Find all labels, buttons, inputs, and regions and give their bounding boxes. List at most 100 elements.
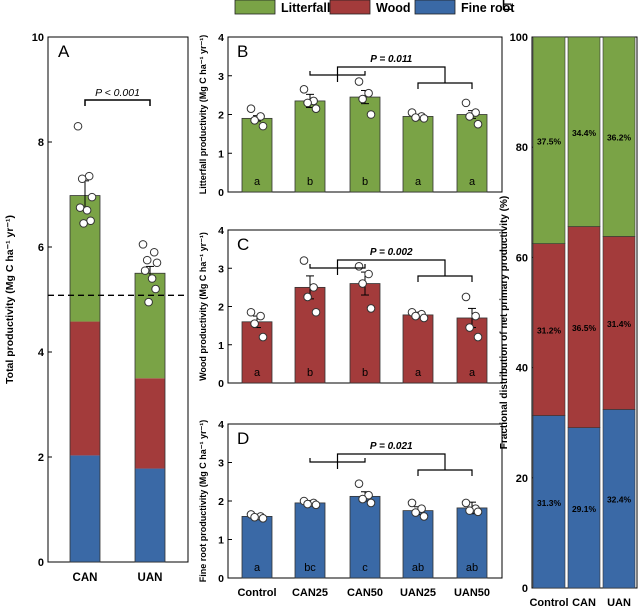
panel-c-point (419, 313, 429, 323)
panel-a-point (142, 255, 152, 265)
panel-c-ylabel: Wood productivity (Mg C ha⁻¹ yr⁻¹) (198, 232, 208, 381)
panel-c-point (258, 332, 268, 342)
panel-e-ytick-label: 80 (516, 142, 528, 154)
panel-a-point (79, 219, 88, 228)
panel-e-bar-control-fine-root (532, 415, 566, 589)
panel-b-bracket-uan (417, 82, 473, 89)
panel-b-ytick-label: 4 (218, 32, 224, 44)
panel-c-letter-label: b (362, 367, 368, 379)
panel-a-ytick-label: 0 (38, 557, 44, 569)
panel-b-bar-uan25 (402, 116, 434, 193)
panel-d-point (303, 499, 312, 509)
panel-b-point (358, 94, 367, 104)
panel-c-point (311, 307, 321, 317)
panel-b-letter-label: b (307, 176, 313, 188)
panel-d-letter-label: ab (412, 562, 424, 574)
panel-c-letter-label: a (254, 367, 261, 379)
panel-c-point (246, 307, 256, 317)
panel-c-ytick-label: 1 (218, 340, 224, 352)
panel-b-point (364, 88, 373, 98)
panel-d-point (473, 507, 483, 517)
panel-e-segment-label: 36.5% (572, 323, 597, 333)
panel-c-bar-can50 (349, 283, 381, 384)
panel-e-xtick-label-can: CAN (572, 597, 596, 609)
panel-d-point (465, 506, 474, 515)
panel-e-bar-uan-litterfall (602, 36, 636, 237)
panel-e-segment-label: 31.4% (607, 319, 632, 329)
panel-a-bar-uan-litterfall (135, 273, 165, 379)
panel-e-bar-control-wood (532, 243, 566, 416)
panel-b-ytick-label: 1 (218, 148, 224, 160)
panel-a-point (75, 203, 85, 212)
panel-a-point (152, 258, 162, 268)
panel-d-point (417, 504, 426, 514)
panel-b-letter-label: b (362, 176, 368, 188)
panel-d-ytick-label: 1 (218, 535, 224, 547)
panel-a-bar-can-litterfall (70, 195, 100, 322)
panel-a-point (82, 205, 92, 215)
panel-a-point (140, 266, 150, 275)
panel-b-ylabel: Litterfall productivity (Mg C ha⁻¹ yr⁻¹) (198, 35, 208, 195)
panel-a-xtick-label-can: CAN (73, 572, 98, 584)
panel-a-significance-bracket (84, 99, 151, 106)
panel-a-point (87, 192, 97, 202)
panel-b-letter-label: a (415, 176, 422, 188)
panel-b-point (461, 98, 471, 108)
panel-d-bar-uan25 (402, 510, 434, 579)
panel-d-bracket-uan (417, 469, 473, 476)
panel-d-point (358, 494, 367, 504)
panel-c-point (465, 323, 474, 332)
legend-label-fine-root: Fine root (461, 1, 515, 15)
panel-b-point (366, 110, 376, 119)
panel-d-letter-label: ab (466, 562, 478, 574)
panel-c-point (461, 292, 471, 302)
panel-b-letter: B (237, 42, 248, 61)
panel-d-ytick-label: 0 (218, 573, 224, 585)
panel-d-point (407, 498, 417, 508)
panel-c-point (354, 262, 364, 271)
panel-a-point (73, 121, 83, 131)
panel-c-letter: C (237, 235, 249, 254)
panel-e-ytick-label: 100 (510, 32, 528, 44)
panel-d-point (364, 490, 373, 500)
panel-b-point (258, 121, 268, 131)
panel-e-ytick-label: 40 (516, 363, 528, 375)
panel-c-point (303, 292, 312, 302)
panel-a-bar-uan-wood (135, 378, 165, 469)
panel-e-bar-can-wood (567, 226, 601, 428)
panel-d-letter-label: bc (304, 562, 316, 574)
panel-d-bar-can50 (349, 495, 381, 579)
panel-a-ytick-label: 10 (32, 32, 44, 44)
panel-e-segment-label: 31.3% (537, 498, 562, 508)
panel-e-xtick-label-control: Control (529, 597, 568, 609)
panel-b-bar-uan50 (456, 114, 488, 193)
panel-d-ytick-label: 3 (218, 458, 224, 470)
panel-e-bar-uan-fine-root (602, 409, 636, 589)
panel-c-ytick-label: 2 (218, 302, 224, 314)
panel-d-point (250, 512, 259, 522)
panel-b-bar-control (241, 117, 273, 193)
panel-b-bar-can25 (294, 100, 326, 193)
panel-b-point (256, 112, 265, 121)
panel-b-point (471, 108, 480, 117)
panel-e-xtick-label-uan: UAN (607, 597, 631, 609)
panel-d-point (461, 498, 471, 508)
panel-b-ytick-label: 2 (218, 110, 224, 122)
panel-c-bar-control (241, 321, 273, 384)
panel-d-xtick-label-uan25: UAN25 (400, 587, 436, 599)
panel-d-point (258, 514, 268, 523)
panel-c-letter-label: a (469, 367, 476, 379)
panel-b-point (311, 104, 321, 113)
panel-d-xtick-label-uan50: UAN50 (454, 587, 490, 599)
panel-b-point (411, 113, 420, 122)
panel-c-point (411, 311, 420, 321)
panel-d-ylabel: Fine root productivity (Mg C ha⁻¹ yr⁻¹) (198, 420, 208, 583)
panel-d-letter-label: c (362, 562, 368, 574)
panel-b-letter-label: a (469, 176, 476, 188)
panel-d-point (366, 498, 376, 508)
panel-a-point (86, 216, 95, 226)
panel-c-point (471, 311, 480, 321)
legend-swatch-fine-root (414, 0, 456, 15)
panel-a-letter: A (58, 42, 70, 61)
panel-c-point (358, 279, 367, 288)
